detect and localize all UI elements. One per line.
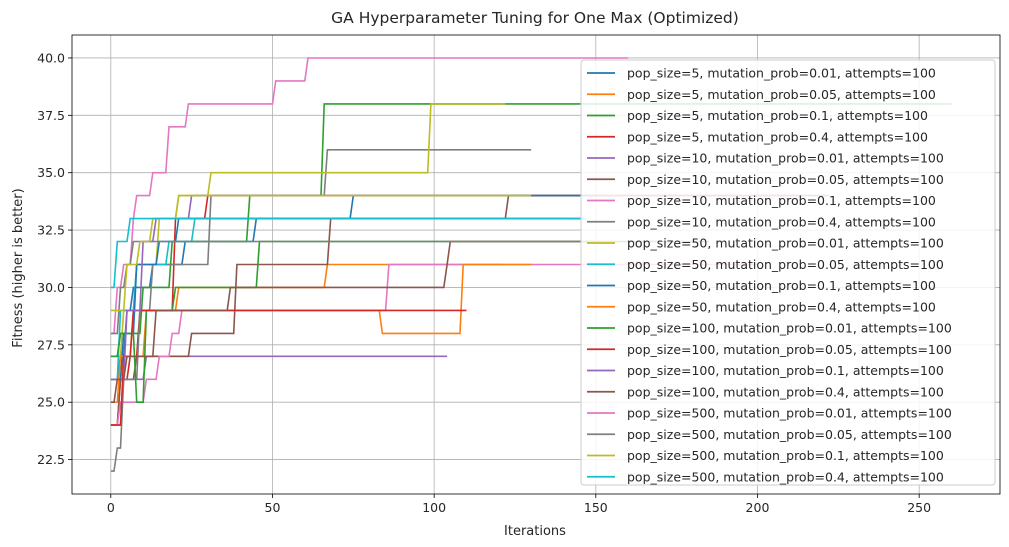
legend-entry: pop_size=500, mutation_prob=0.01, attemp… xyxy=(627,406,952,421)
legend-entry: pop_size=50, mutation_prob=0.01, attempt… xyxy=(627,236,944,251)
legend-entry: pop_size=5, mutation_prob=0.05, attempts… xyxy=(627,87,936,102)
legend: pop_size=5, mutation_prob=0.01, attempts… xyxy=(580,59,996,486)
legend-entry: pop_size=100, mutation_prob=0.1, attempt… xyxy=(627,363,944,378)
x-tick-label: 50 xyxy=(265,500,281,515)
legend-entry: pop_size=50, mutation_prob=0.05, attempt… xyxy=(627,257,944,272)
y-tick-label: 37.5 xyxy=(37,108,65,123)
legend-entry: pop_size=10, mutation_prob=0.4, attempts… xyxy=(627,214,936,229)
legend-entry: pop_size=50, mutation_prob=0.1, attempts… xyxy=(627,278,936,293)
y-tick-label: 30.0 xyxy=(37,280,65,295)
x-tick-label: 100 xyxy=(422,500,446,515)
y-tick-label: 22.5 xyxy=(37,452,65,467)
legend-box xyxy=(580,59,996,486)
x-tick-label: 250 xyxy=(907,500,931,515)
x-tick-label: 150 xyxy=(584,500,608,515)
y-tick-label: 27.5 xyxy=(37,337,65,352)
y-tick-label: 25.0 xyxy=(37,395,65,410)
y-tick-label: 35.0 xyxy=(37,165,65,180)
legend-entry: pop_size=500, mutation_prob=0.1, attempt… xyxy=(627,448,944,463)
series-line-20 xyxy=(110,217,564,289)
series-line-11 xyxy=(110,194,587,381)
legend-entry: pop_size=500, mutation_prob=0.4, attempt… xyxy=(627,469,944,484)
legend-entry: pop_size=500, mutation_prob=0.05, attemp… xyxy=(627,427,952,442)
legend-entry: pop_size=10, mutation_prob=0.01, attempt… xyxy=(627,151,944,166)
legend-entry: pop_size=50, mutation_prob=0.4, attempts… xyxy=(627,299,936,314)
legend-entry: pop_size=5, mutation_prob=0.4, attempts=… xyxy=(627,129,928,144)
x-tick-label: 200 xyxy=(746,500,770,515)
y-tick-label: 40.0 xyxy=(37,50,65,65)
plot-frame xyxy=(71,34,1001,495)
series-line-19 xyxy=(110,194,532,312)
x-axis-label: Iterations xyxy=(504,524,566,539)
x-tick-label: 0 xyxy=(107,500,115,515)
legend-entry: pop_size=100, mutation_prob=0.4, attempt… xyxy=(627,384,944,399)
legend-entry: pop_size=5, mutation_prob=0.1, attempts=… xyxy=(627,108,928,123)
legend-entry: pop_size=10, mutation_prob=0.05, attempt… xyxy=(627,172,944,187)
y-tick-label: 32.5 xyxy=(37,223,65,238)
legend-entry: pop_size=10, mutation_prob=0.1, attempts… xyxy=(627,193,936,208)
y-axis-label: Fitness (higher is better) xyxy=(11,188,26,347)
legend-entry: pop_size=100, mutation_prob=0.05, attemp… xyxy=(627,342,952,357)
series-line-16 xyxy=(110,240,709,403)
chart-title: GA Hyperparameter Tuning for One Max (Op… xyxy=(331,9,739,27)
legend-entry: pop_size=5, mutation_prob=0.01, attempts… xyxy=(627,66,936,81)
legend-entry: pop_size=100, mutation_prob=0.01, attemp… xyxy=(627,321,952,336)
